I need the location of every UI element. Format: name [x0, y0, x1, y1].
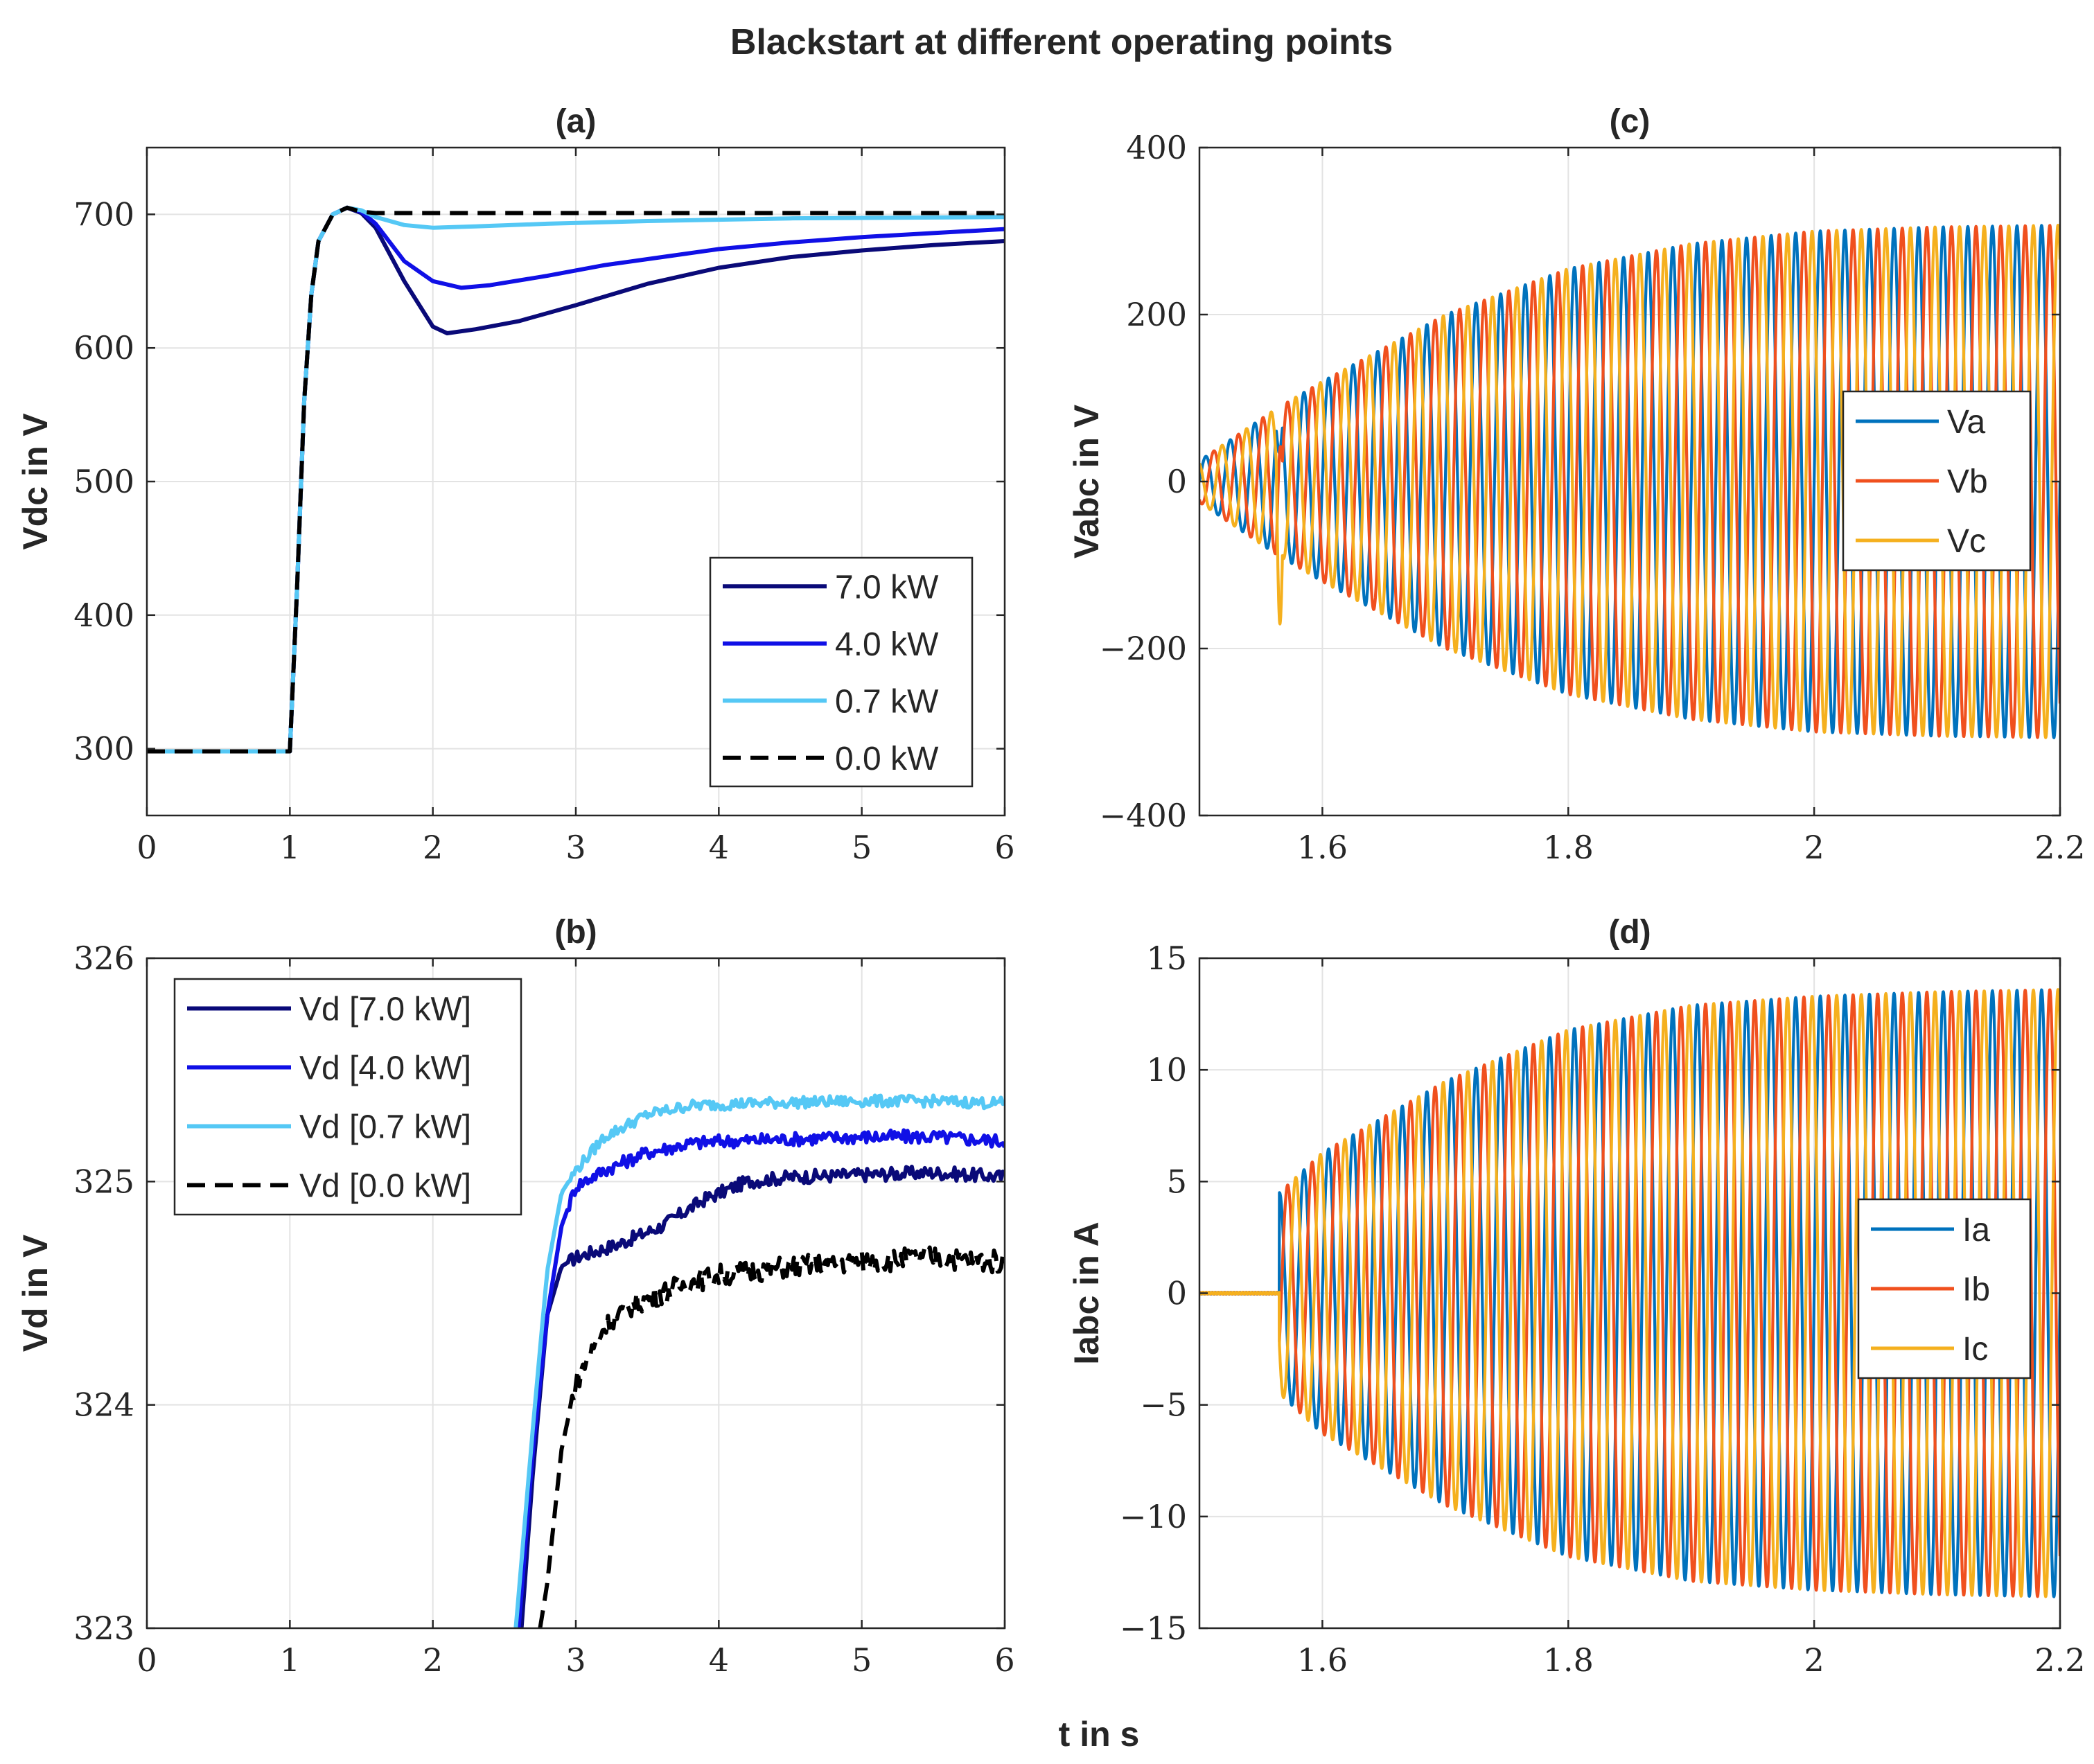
legend-label: Vd [0.0 kW] [299, 1168, 471, 1205]
x-tick-label: 3 [565, 1641, 586, 1679]
x-tick-label: 2 [423, 829, 443, 866]
y-tick-label: 500 [73, 463, 134, 500]
y-tick-label: −400 [1100, 797, 1187, 834]
legend-label: Ic [1962, 1331, 1988, 1368]
y-tick-label: −15 [1120, 1609, 1187, 1647]
series-line-3 [538, 1245, 1005, 1628]
y-tick-label: 326 [73, 940, 134, 977]
legend-label: 4.0 kW [835, 626, 939, 663]
x-tick-label: 6 [994, 1641, 1014, 1679]
legend-d: Ia Ib Ic [1857, 1198, 2032, 1379]
x-tick-label: 1.6 [1297, 829, 1348, 866]
legend-box [173, 978, 522, 1216]
y-tick-label: 15 [1146, 940, 1187, 977]
legend-b: Vd [7.0 kW] Vd [4.0 kW] Vd [0.7 kW] Vd [0.0… [173, 978, 522, 1216]
y-tick-label: 0 [1167, 463, 1187, 500]
y-tick-label: 700 [73, 195, 134, 233]
series-line-ib [1199, 988, 2060, 1598]
x-tick-label: 4 [709, 1641, 729, 1679]
panel-title-b: (b) [554, 914, 597, 951]
legend-c: Va Vb Vc [1842, 390, 2032, 572]
legend-label: Ib [1962, 1271, 1990, 1308]
y-tick-label: 400 [73, 597, 134, 634]
x-tick-label: 0 [137, 1641, 157, 1679]
x-tick-label: 5 [852, 829, 872, 866]
x-tick-label: 1 [280, 829, 300, 866]
legend-label: Vb [1947, 464, 1988, 500]
legend-label: Va [1947, 404, 1985, 441]
y-axis-label-a: Vdc in V [16, 413, 55, 550]
x-tick-label: 2.2 [2034, 829, 2085, 866]
x-tick-label: 2 [423, 1641, 443, 1679]
legend-a: 7.0 kW 4.0 kW 0.7 kW 0.0 kW [709, 556, 974, 788]
panel-title-c: (c) [1610, 103, 1651, 140]
series-line-0 [519, 1165, 1005, 1628]
legend-label: 7.0 kW [835, 569, 939, 606]
legend-label: Vc [1947, 523, 1986, 560]
x-tick-label: 1.6 [1297, 1641, 1348, 1679]
y-tick-label: 324 [73, 1386, 134, 1424]
legend-label: Ia [1962, 1212, 1990, 1249]
x-tick-label: 6 [994, 829, 1014, 866]
panel-b: 0 1 2 3 4 5 6 323 324 325 326 (b) Vd in V Vd [7.0 kW]… [16, 914, 1015, 1679]
panel-title-d: (d) [1608, 914, 1651, 951]
panel-d: 1.6 1.8 2 2.2 −15 −10 −5 0 5 10 15 (d) Iabc in A Ia Ib… [1067, 914, 2086, 1679]
y-tick-label: 200 [1126, 296, 1187, 333]
panel-title-a: (a) [556, 103, 597, 140]
series-line-ia [1199, 988, 2060, 1598]
legend-label: Vd [7.0 kW] [299, 991, 471, 1028]
y-axis-label-d: Iabc in A [1067, 1221, 1106, 1365]
series-line-1 [516, 1128, 1005, 1628]
x-tick-label: 2.2 [2034, 1641, 2085, 1679]
y-tick-label: 323 [73, 1609, 134, 1647]
x-tick-label: 2 [1804, 829, 1824, 866]
y-tick-label: 10 [1146, 1051, 1187, 1088]
plot-lines-a [147, 205, 1005, 754]
y-tick-label: 0 [1167, 1275, 1187, 1312]
x-tick-label: 5 [852, 1641, 872, 1679]
y-tick-label: 400 [1126, 129, 1187, 166]
y-axis-label-b: Vd in V [16, 1234, 55, 1352]
y-tick-label: −10 [1120, 1498, 1187, 1535]
series-line-3 [147, 205, 1005, 754]
series-line-2 [513, 1093, 1005, 1628]
legend-label: Vd [0.7 kW] [299, 1109, 471, 1146]
series-line-vb [1199, 224, 2060, 739]
x-tick-label: 3 [565, 829, 586, 866]
x-tick-label: 1 [280, 1641, 300, 1679]
legend-label: 0.7 kW [835, 683, 939, 720]
y-tick-label: 300 [73, 730, 134, 768]
series-line-va [1199, 224, 2060, 739]
y-tick-label: 325 [73, 1163, 134, 1200]
y-axis-label-c: Vabc in V [1067, 404, 1106, 558]
legend-label: Vd [4.0 kW] [299, 1050, 471, 1087]
plot-lines-b [513, 1093, 1005, 1628]
y-tick-label: −5 [1140, 1386, 1187, 1424]
legend-box [709, 556, 974, 788]
x-tick-label: 1.8 [1543, 829, 1594, 866]
panel-a: 0 1 2 3 4 5 6 300 400 500 600 700 (a) Vdc in V 7.0 kW 4… [16, 103, 1015, 866]
x-tick-label: 2 [1804, 1641, 1824, 1679]
x-tick-label: 1.8 [1543, 1641, 1594, 1679]
figure-title: Blackstart at different operating points [730, 22, 1393, 62]
x-tick-label: 4 [709, 829, 729, 866]
y-tick-label: −200 [1100, 630, 1187, 667]
y-tick-label: 600 [73, 329, 134, 367]
y-tick-label: 5 [1167, 1163, 1187, 1200]
legend-label: 0.0 kW [835, 741, 939, 777]
x-tick-label: 0 [137, 829, 157, 866]
figure-xlabel: t in s [1059, 1715, 1140, 1754]
